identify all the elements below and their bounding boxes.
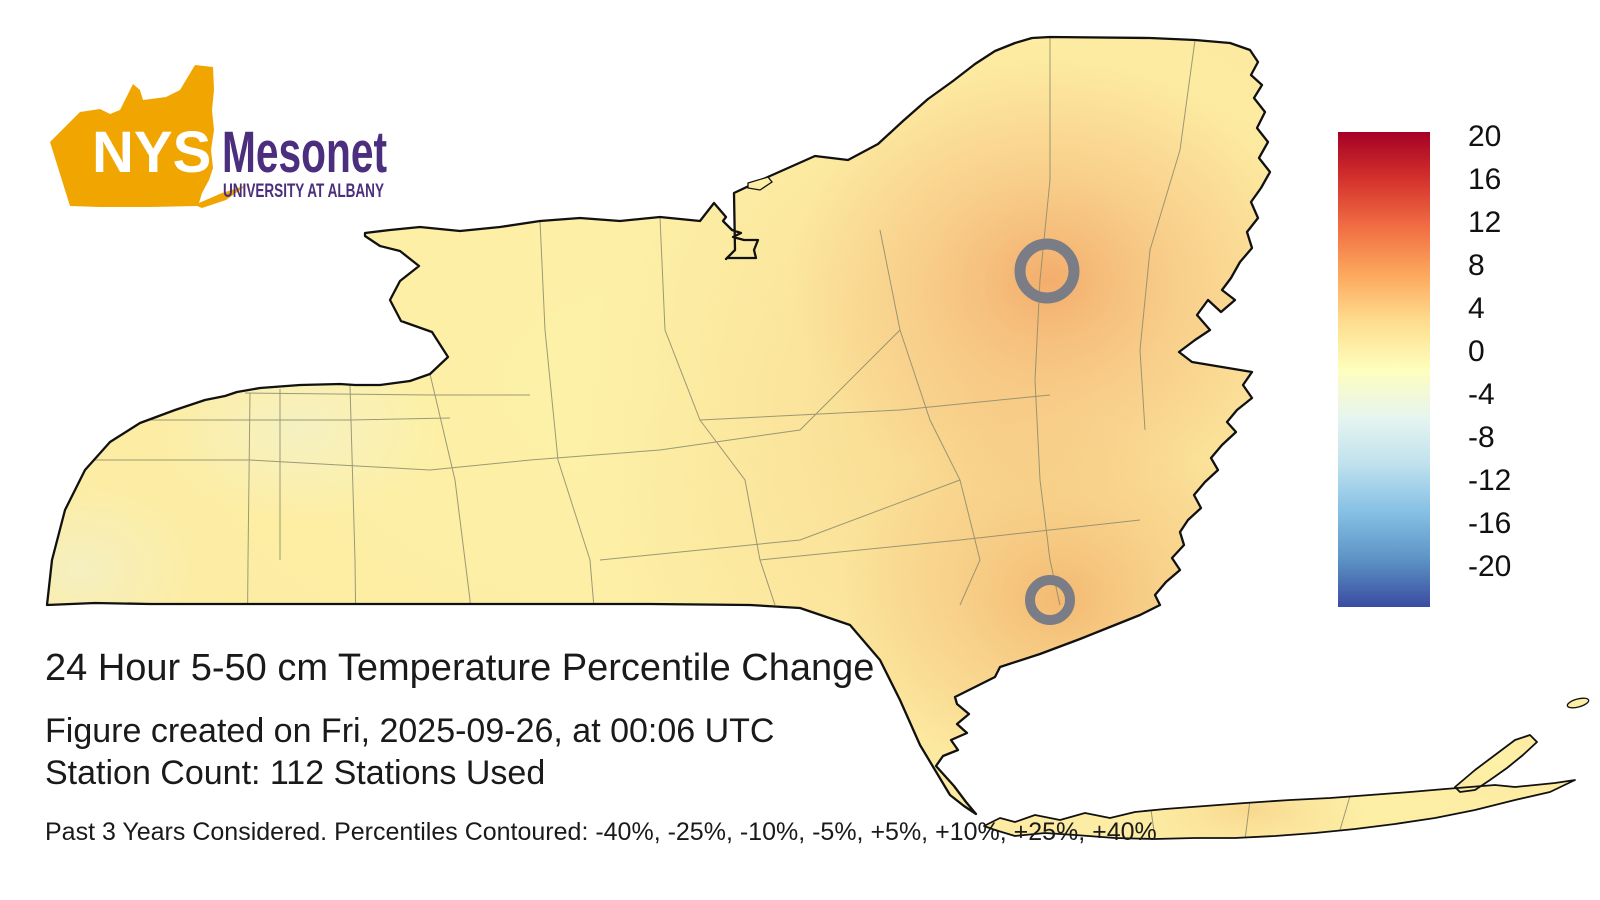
svg-text:Past 3 Years Considered. Perce: Past 3 Years Considered. Percentiles Con… (45, 818, 1157, 846)
svg-text:-12: -12 (1468, 464, 1511, 497)
svg-text:16: 16 (1468, 163, 1501, 196)
svg-text:UNIVERSITY AT ALBANY: UNIVERSITY AT ALBANY (223, 181, 384, 202)
svg-text:Mesonet: Mesonet (222, 120, 387, 185)
svg-text:8: 8 (1468, 249, 1485, 282)
svg-text:-4: -4 (1468, 378, 1495, 411)
svg-text:Figure created on Fri, 2025-09: Figure created on Fri, 2025-09-26, at 00… (45, 712, 775, 750)
svg-text:-8: -8 (1468, 421, 1495, 454)
svg-text:0: 0 (1468, 335, 1485, 368)
svg-text:4: 4 (1468, 292, 1485, 325)
svg-text:20: 20 (1468, 120, 1501, 153)
svg-text:12: 12 (1468, 206, 1501, 239)
svg-text:Station Count: 112 Stations Us: Station Count: 112 Stations Used (45, 754, 545, 792)
svg-text:NYS: NYS (92, 120, 211, 185)
svg-text:-20: -20 (1468, 550, 1511, 583)
svg-text:-16: -16 (1468, 507, 1511, 540)
svg-text:24 Hour 5-50 cm Temperature Pe: 24 Hour 5-50 cm Temperature Percentile C… (45, 647, 874, 689)
